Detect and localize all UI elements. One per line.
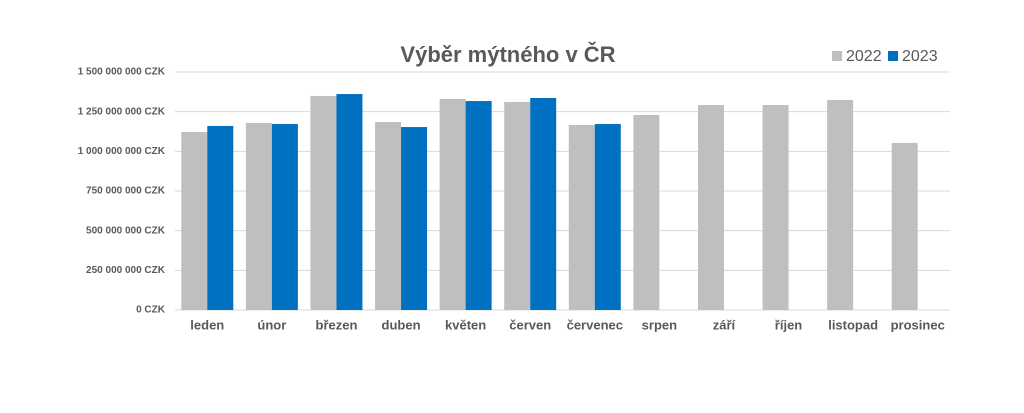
x-tick-label: květen xyxy=(445,317,486,332)
bar xyxy=(181,131,208,310)
legend-label: 2023 xyxy=(902,48,938,65)
x-tick-label: leden xyxy=(190,317,224,332)
x-tick-label: březen xyxy=(316,317,358,332)
bar xyxy=(891,142,918,310)
bar xyxy=(439,98,466,311)
bar xyxy=(530,98,557,310)
bar xyxy=(633,114,660,311)
bar xyxy=(762,105,789,310)
bar xyxy=(465,101,492,310)
x-tick-label: listopad xyxy=(828,317,878,332)
y-tick-label: 1 500 000 000 CZK xyxy=(78,67,166,78)
x-tick-label: září xyxy=(713,317,736,332)
bar xyxy=(568,124,595,311)
x-tick-label: únor xyxy=(257,317,286,332)
bar xyxy=(207,125,234,311)
legend-swatch xyxy=(888,51,898,61)
x-tick-label: červen xyxy=(509,317,551,332)
y-tick-label: 0 CZK xyxy=(136,305,166,316)
bar xyxy=(271,124,298,310)
bar xyxy=(310,95,337,310)
y-tick-label: 750 000 000 CZK xyxy=(86,186,166,197)
bar xyxy=(697,105,724,310)
bar xyxy=(594,124,621,310)
bar xyxy=(827,99,854,311)
bar xyxy=(504,101,531,310)
y-tick-label: 500 000 000 CZK xyxy=(86,225,166,236)
bar xyxy=(336,94,363,311)
bar xyxy=(401,127,428,310)
x-tick-label: duben xyxy=(382,317,421,332)
x-tick-label: červenec xyxy=(567,317,623,332)
x-tick-label: prosinec xyxy=(891,317,945,332)
y-tick-label: 1 000 000 000 CZK xyxy=(78,146,166,157)
bar xyxy=(375,121,402,310)
legend-label: 2022 xyxy=(846,48,882,65)
chart-title: Výběr mýtného v ČR xyxy=(400,42,615,67)
legend-swatch xyxy=(832,51,842,61)
bar xyxy=(245,122,272,310)
x-tick-label: říjen xyxy=(775,317,803,332)
y-tick-label: 1 250 000 000 CZK xyxy=(78,106,166,117)
y-tick-label: 250 000 000 CZK xyxy=(86,265,166,276)
x-tick-label: srpen xyxy=(642,317,677,332)
